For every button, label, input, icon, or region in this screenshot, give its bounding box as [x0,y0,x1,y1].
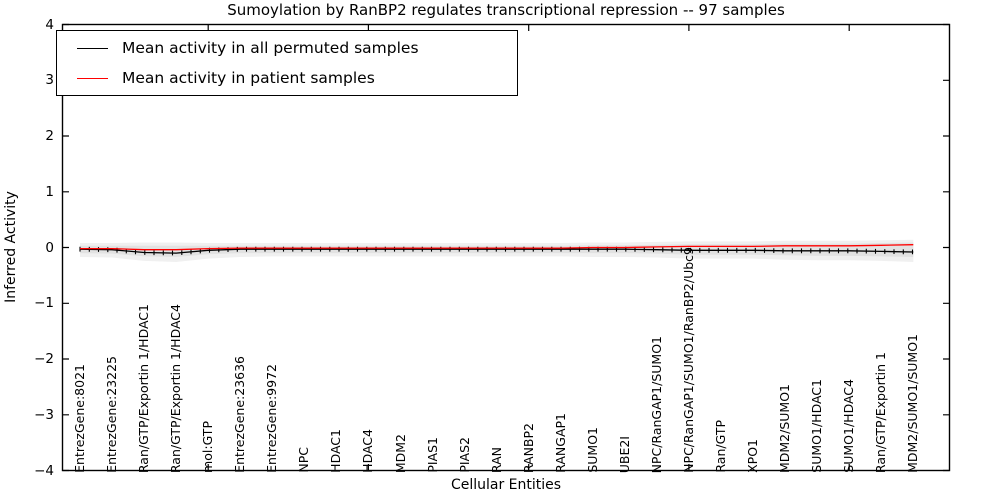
legend-label-permuted: Mean activity in all permuted samples [122,39,419,57]
y-tick-label: 1 [45,184,54,200]
x-entity-label: EntrezGene:8021 [72,364,87,473]
x-entity-label: Ran/GTP/Exportin 1 [873,351,888,473]
y-tick-label: 3 [45,72,54,88]
legend-item-permuted: Mean activity in all permuted samples [57,36,517,60]
x-entity-label: SUMO1/HDAC1 [809,379,824,473]
x-entity-label: EntrezGene:23636 [232,356,247,473]
x-entity-label: RAN [489,446,504,473]
x-entity-label: EntrezGene:9972 [264,364,279,473]
x-entity-label: UBE2I [617,435,632,473]
x-entity-label: mol:GTP [200,421,215,473]
x-entity-label: HDAC1 [328,429,343,473]
y-tick-label: −1 [34,295,54,311]
y-tick-label: 4 [45,17,54,33]
y-tick-label: 2 [45,128,54,144]
x-entity-label: NPC/RanGAP1/SUMO1 [649,335,664,473]
x-entity-label: PIAS2 [457,437,472,473]
x-entity-label: RANBP2 [521,422,536,473]
chart-title: Sumoylation by RanBP2 regulates transcri… [227,1,785,19]
y-tick-label: −3 [34,407,54,423]
x-entity-label: Ran/GTP/Exportin 1/HDAC4 [168,303,183,473]
x-entity-label: MDM2 [393,433,408,473]
axis-ticks [62,23,950,472]
x-entity-label: MDM2/SUMO1/SUMO1 [905,334,920,473]
x-entity-label: RANGAP1 [553,413,568,473]
x-entity-label: MDM2/SUMO1 [777,383,792,473]
x-entity-label: HDAC4 [360,429,375,473]
legend-line-swatch-patient [77,77,108,79]
x-entity-label: PIAS1 [425,437,440,473]
legend-item-patient: Mean activity in patient samples [57,66,517,90]
y-tick-label: 0 [45,240,54,256]
x-entity-label: EntrezGene:23225 [104,356,119,473]
legend-line-swatch-permuted [77,47,108,49]
patient-mean-line [80,244,914,251]
x-entity-label: SUMO1 [585,427,600,473]
y-tick-label: −2 [34,351,54,367]
legend: Mean activity in all permuted samples Me… [56,30,518,96]
x-entity-label: XPO1 [745,439,760,473]
legend-label-patient: Mean activity in patient samples [122,69,375,87]
x-axis-label: Cellular Entities [450,477,562,493]
x-entity-label: Ran/GTP [713,420,728,473]
x-entity-label: Ran/GTP/Exportin 1/HDAC1 [136,303,151,473]
y-tick-label: −4 [34,463,54,479]
x-entity-label: NPC [296,447,311,473]
permuted-mean-line [79,248,914,254]
x-entity-label: NPC/RanGAP1/SUMO1/RanBP2/Ubc9 [681,247,696,473]
x-entity-label: SUMO1/HDAC4 [841,379,856,473]
